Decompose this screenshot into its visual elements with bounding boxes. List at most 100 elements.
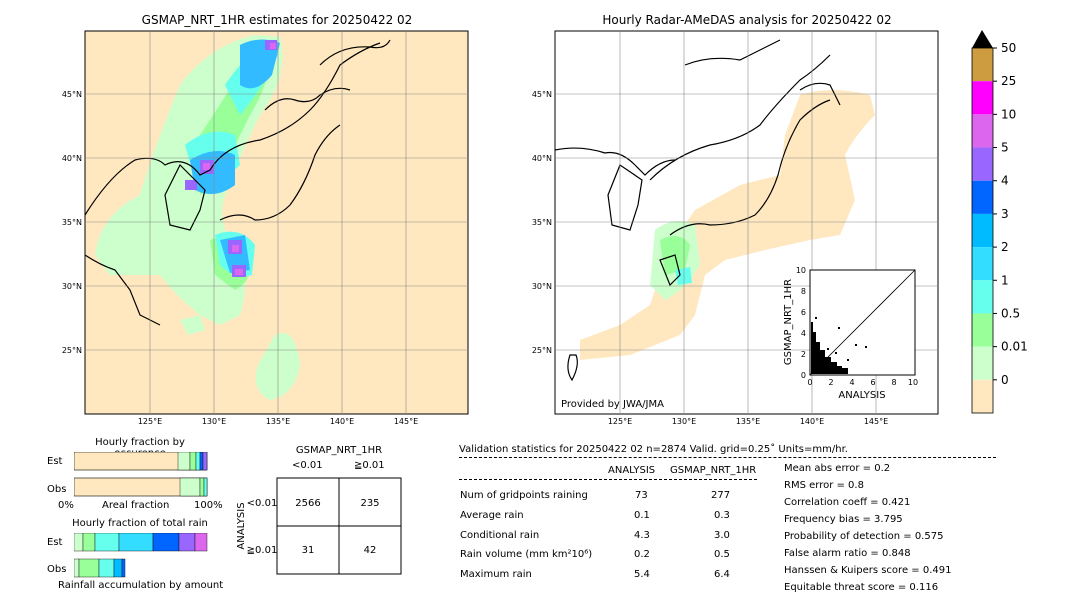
- radar-coverage: [580, 90, 875, 360]
- right-lon-label: 125°E: [608, 417, 632, 425]
- stat-gsmap: 0.5: [714, 549, 730, 560]
- left-precip-magenta: [203, 43, 276, 275]
- contingency-row-label: ≧0.01: [247, 545, 278, 556]
- contingency-title: GSMAP_NRT_1HR: [295, 445, 383, 456]
- total-rain-row-obs: Obs: [47, 564, 67, 575]
- contingency-cell: 235: [360, 498, 379, 509]
- right-lon-label: 145°E: [864, 417, 888, 425]
- colorbar-extend-arrow: [972, 30, 993, 48]
- scatter-ytick: 0: [801, 371, 806, 380]
- scatter-xtick: 10: [908, 378, 918, 387]
- scatter-xtick: 4: [849, 378, 854, 387]
- scatter-xlabel: ANALYSIS: [838, 390, 885, 401]
- colorbar-cell: [972, 313, 993, 347]
- occurrence-row-est: Est: [47, 456, 63, 467]
- occurrence-bars: [74, 452, 208, 497]
- validation-divider: [459, 457, 996, 458]
- right-map-title: Hourly Radar-AMeDAS analysis for 2025042…: [602, 13, 892, 27]
- left-lon-label: 135°E: [266, 417, 290, 425]
- scatter-ytick: 10: [796, 266, 806, 275]
- stat-gsmap: 0.3: [714, 510, 730, 521]
- colorbar-label: 5: [1001, 141, 1009, 155]
- left-lat-label: 45°N: [62, 90, 82, 99]
- stat-analysis: 5.4: [634, 569, 650, 580]
- validation-header: Validation statistics for 20250422 02 n=…: [459, 444, 848, 455]
- left-map-title: GSMAP_NRT_1HR estimates for 20250422 02: [141, 13, 413, 27]
- left-lat-label: 35°N: [62, 218, 82, 227]
- stat-label: Num of gridpoints raining: [460, 490, 588, 501]
- colorbar-cell: [972, 48, 993, 82]
- colorbar-cell: [972, 379, 993, 413]
- score-line: Correlation coeff = 0.421: [784, 497, 911, 508]
- occurrence-row-obs: Obs: [47, 484, 67, 495]
- scatter-ytick: 8: [801, 287, 806, 296]
- right-lat-label: 45°N: [532, 90, 552, 99]
- colorbar-cell: [972, 147, 993, 181]
- right-lat-label: 40°N: [532, 154, 552, 163]
- left-lat-label: 25°N: [62, 346, 82, 355]
- colorbar-label: 2: [1001, 240, 1009, 254]
- validation-col-gsmap: GSMAP_NRT_1HR: [670, 465, 757, 476]
- right-lat-label: 35°N: [532, 218, 552, 227]
- validation-col-analysis: ANALYSIS: [608, 465, 656, 476]
- left-lat-label: 30°N: [62, 282, 82, 291]
- right-lon-label: 130°E: [672, 417, 696, 425]
- scatter-ytick: 4: [801, 329, 806, 338]
- left-lon-label: 140°E: [330, 417, 354, 425]
- colorbar-label: 1: [1001, 273, 1009, 287]
- right-lat-label: 25°N: [532, 346, 552, 355]
- colorbar-cell: [972, 180, 993, 214]
- contingency-cell: 2566: [295, 498, 320, 509]
- left-map: 45°N 40°N 35°N 30°N 25°N 125°E 130°E 135…: [62, 30, 469, 425]
- scatter-xtick: 0: [807, 378, 812, 387]
- score-line: False alarm ratio = 0.848: [784, 548, 911, 559]
- total-rain-footer: Rainfall accumulation by amount: [58, 580, 224, 591]
- score-line: Frequency bias = 3.795: [784, 514, 903, 525]
- colorbar-label: 4: [1001, 174, 1009, 188]
- scatter-points: [811, 317, 867, 374]
- right-coastline: [554, 39, 841, 382]
- total-rain-title: Hourly fraction of total rain: [72, 518, 208, 529]
- total-rain-bars: [74, 533, 208, 578]
- colorbar-label: 0.5: [1001, 306, 1020, 320]
- contingency-table: 2566 235 31 42 ANALYSIS <0.01 ≧0.01: [236, 477, 402, 575]
- right-lat-label: 30°N: [532, 282, 552, 291]
- stat-gsmap: 277: [711, 490, 731, 501]
- right-map: 45°N 40°N 35°N 30°N 25°N 125°E 130°E 135…: [532, 30, 939, 425]
- colorbar-label: 3: [1001, 207, 1009, 221]
- data-credit: Provided by JWA/JMA: [561, 399, 664, 410]
- scatter-ylabel: GSMAP_NRT_1HR: [783, 279, 794, 365]
- stat-label: Conditional rain: [460, 530, 540, 541]
- colorbar-label: 50: [1001, 41, 1016, 55]
- contingency-row-axis: ANALYSIS: [236, 502, 247, 549]
- occurrence-axis-right: 100%: [194, 500, 223, 511]
- left-lon-label: 130°E: [202, 417, 226, 425]
- scatter-xtick: 2: [828, 378, 833, 387]
- left-lon-label: 125°E: [138, 417, 162, 425]
- scatter-xtick: 6: [870, 378, 875, 387]
- stat-label: Rain volume (mm km²10⁶): [460, 549, 593, 560]
- stat-analysis: 73: [635, 490, 648, 501]
- colorbar-cell: [972, 280, 993, 314]
- left-lat-label: 40°N: [62, 154, 82, 163]
- score-line: Hanssen & Kuipers score = 0.491: [784, 565, 952, 576]
- validation-col-divider: [459, 479, 757, 480]
- contingency-cell: 42: [364, 545, 377, 556]
- occurrence-axis-left: 0%: [58, 500, 74, 511]
- scatter-ytick: 6: [801, 308, 806, 317]
- colorbar: 50 25 10 5 4 3 2 1 0.5 0.01 0: [971, 30, 1028, 414]
- stat-label: Maximum rain: [460, 569, 532, 580]
- right-lon-label: 135°E: [736, 417, 760, 425]
- left-coastline: [84, 39, 391, 326]
- score-line: Probability of detection = 0.575: [784, 531, 944, 542]
- stat-gsmap: 3.0: [714, 530, 730, 541]
- colorbar-label: 0.01: [1001, 340, 1028, 354]
- score-line: Equitable threat score = 0.116: [784, 582, 939, 593]
- left-graticule: [85, 31, 468, 414]
- colorbar-cells: [972, 48, 993, 413]
- contingency-cell: 31: [302, 545, 315, 556]
- left-lon-label: 145°E: [394, 417, 418, 425]
- colorbar-label: 25: [1001, 74, 1016, 88]
- colorbar-cell: [972, 247, 993, 281]
- right-lon-label: 140°E: [800, 417, 824, 425]
